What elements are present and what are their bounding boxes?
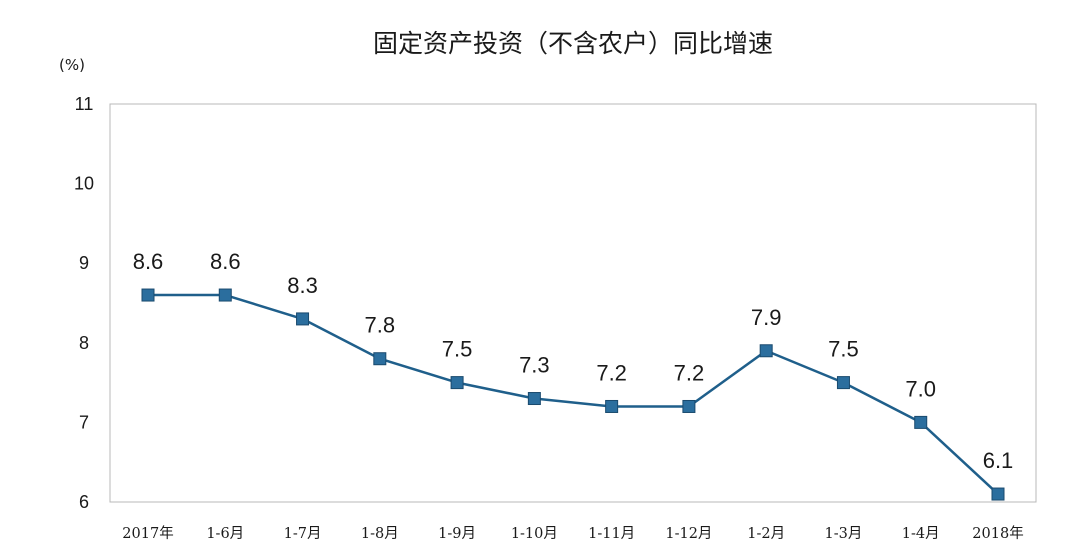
data-point-marker [914, 415, 928, 429]
data-label: 7.0 [905, 376, 936, 401]
y-tick-label: 7 [79, 412, 89, 432]
y-tick-label: 10 [74, 174, 94, 194]
x-tick-label: 1-2月 [747, 526, 785, 542]
data-point-marker [373, 352, 387, 366]
y-tick-label: 6 [79, 492, 89, 512]
x-tick-label: 2018年 [972, 525, 1023, 542]
data-label: 7.3 [519, 353, 550, 378]
data-label: 7.2 [674, 360, 705, 385]
y-tick-label: 11 [75, 94, 94, 114]
data-point-marker [682, 399, 696, 413]
data-label: 7.5 [442, 337, 473, 362]
y-tick-label: 9 [79, 253, 89, 273]
series-line [148, 293, 999, 495]
x-tick-label: 1-8月 [361, 526, 399, 542]
x-tick-label: 1-6月 [206, 526, 244, 542]
y-tick-label: 8 [79, 333, 89, 353]
data-point-marker [991, 487, 1005, 501]
plot-area-frame [109, 103, 1037, 503]
data-point-marker [759, 344, 773, 358]
data-label: 6.1 [983, 448, 1014, 473]
x-tick-label: 1-4月 [902, 526, 940, 542]
x-tick-label: 1-3月 [825, 526, 863, 542]
x-tick-label: 1-11月 [588, 526, 635, 542]
data-label: 7.9 [751, 305, 782, 330]
x-tick-label: 1-10月 [511, 526, 558, 542]
data-label: 8.3 [287, 273, 318, 298]
data-point-marker [141, 288, 155, 302]
data-label: 8.6 [133, 249, 164, 274]
series-layer [141, 288, 1005, 501]
data-label: 7.2 [596, 360, 627, 385]
data-point-marker [605, 399, 619, 413]
x-tick-label: 2017年 [122, 525, 173, 542]
x-axis-ticks: 2017年 1-6月 1-7月 1-8月 1-9月 1-10月 1-11月 1-12月 1-2月… [122, 525, 1023, 542]
data-label: 8.6 [210, 249, 241, 274]
data-point-marker [296, 312, 310, 326]
x-tick-label: 1-12月 [665, 526, 712, 542]
chart-title: 固定资产投资（不含农户）同比增速 [373, 29, 773, 58]
x-tick-label: 1-7月 [284, 526, 322, 542]
data-point-marker [450, 376, 464, 390]
data-point-marker [527, 392, 541, 406]
x-tick-label: 1-9月 [438, 526, 476, 542]
data-point-marker [836, 376, 850, 390]
data-labels: 8.6 8.6 8.3 7.8 7.5 7.3 7.2 7.2 7.9 7.5 7.0 6.1 [133, 249, 1014, 473]
y-axis-ticks: 6 7 8 9 10 11 [74, 94, 94, 512]
data-label: 7.8 [365, 313, 396, 338]
y-axis-unit-label: (%) [59, 56, 85, 74]
data-label: 7.5 [828, 337, 859, 362]
data-point-marker [218, 288, 232, 302]
